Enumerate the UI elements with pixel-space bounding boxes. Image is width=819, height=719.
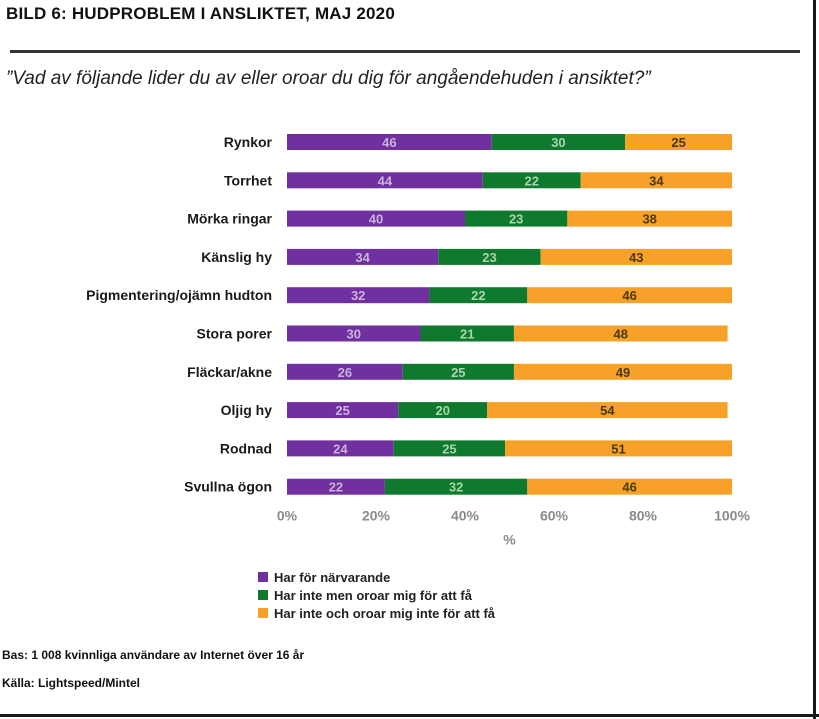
data-label-not-worried: 23	[482, 250, 496, 265]
bar-segment-current	[287, 248, 439, 265]
survey-question: ”Vad av följande lider du av eller oroar…	[6, 68, 651, 89]
legend-label-none: Har inte och oroar mig inte för att få	[274, 605, 496, 621]
data-label-none: 54	[600, 403, 615, 418]
bar-segment-not-worried	[482, 172, 581, 189]
bar-segment-not-worried	[465, 210, 568, 227]
category-label: Stora porer	[197, 326, 273, 342]
data-label-none: 34	[649, 173, 664, 188]
legend-swatch-not-worried	[258, 590, 268, 600]
category-label: Känslig hy	[201, 249, 272, 265]
data-label-none: 49	[616, 365, 630, 380]
data-label-none: 48	[614, 327, 628, 342]
data-label-not-worried: 20	[436, 403, 450, 418]
bar-segment-not-worried	[491, 134, 626, 150]
data-label-current: 22	[329, 480, 343, 495]
bar-segment-none	[625, 134, 732, 150]
legend-label-not-worried: Har inte men oroar mig för att få	[274, 587, 472, 603]
bar-segment-not-worried	[438, 248, 541, 265]
x-tick-label: 20%	[362, 508, 391, 524]
data-label-not-worried: 25	[451, 365, 465, 380]
x-tick-label: 0%	[277, 508, 298, 524]
x-axis-label: %	[503, 532, 516, 548]
frame-border-bottom	[0, 714, 819, 717]
bar-segment-current	[287, 440, 394, 457]
data-label-not-worried: 32	[449, 480, 463, 495]
footnote-base: Bas: 1 008 kvinnliga användare av Intern…	[2, 648, 305, 662]
data-label-none: 43	[629, 250, 643, 265]
bar-segment-not-worried	[420, 325, 514, 342]
legend-swatch-none	[258, 608, 268, 618]
legend-item-not-worried: Har inte men oroar mig för att få	[258, 586, 495, 604]
legend-label-current: Har för närvarande	[274, 569, 391, 585]
bar-segment-none	[513, 363, 732, 380]
data-label-current: 26	[338, 365, 352, 380]
frame-border-right	[813, 0, 816, 719]
data-label-not-worried: 22	[471, 288, 485, 303]
data-label-not-worried: 21	[460, 327, 474, 342]
bar-segment-current	[287, 402, 399, 419]
category-label: Fläckar/akne	[187, 364, 272, 380]
category-label: Torrhet	[224, 172, 272, 188]
bar-segment-none	[527, 287, 732, 304]
data-label-not-worried: 23	[509, 212, 523, 227]
x-tick-label: 60%	[540, 508, 569, 524]
data-label-current: 25	[335, 403, 349, 418]
category-label: Svullna ögon	[184, 479, 272, 495]
bar-segment-not-worried	[398, 402, 488, 419]
chart-legend: Har för närvarande Har inte men oroar mi…	[258, 568, 495, 622]
bar-segment-not-worried	[429, 287, 528, 304]
bar-segment-none	[540, 248, 732, 265]
data-label-not-worried: 22	[525, 173, 539, 188]
data-label-current: 44	[378, 173, 393, 188]
footnote-source: Källa: Lightspeed/Mintel	[2, 676, 141, 690]
bar-segment-not-worried	[384, 478, 528, 495]
data-label-current: 30	[347, 327, 361, 342]
data-label-none: 46	[622, 480, 636, 495]
bar-segment-none	[527, 478, 732, 495]
legend-swatch-current	[258, 572, 268, 582]
data-label-current: 32	[351, 288, 365, 303]
bar-segment-none	[567, 210, 732, 227]
data-label-current: 46	[382, 135, 396, 150]
bar-segment-current	[287, 134, 492, 150]
data-label-current: 34	[355, 250, 370, 265]
data-label-none: 46	[622, 288, 636, 303]
bar-segment-none	[580, 172, 732, 189]
title-divider	[10, 50, 800, 53]
category-label: Rodnad	[220, 440, 272, 456]
x-tick-label: 100%	[714, 508, 750, 524]
bar-segment-current	[287, 325, 421, 342]
x-tick-label: 80%	[629, 508, 658, 524]
data-label-current: 24	[333, 441, 348, 456]
category-label: Pigmentering/ojämn hudton	[86, 287, 272, 303]
bar-segment-none	[487, 402, 728, 419]
category-label: Rynkor	[224, 134, 273, 150]
bar-segment-current	[287, 210, 465, 227]
bar-segment-not-worried	[402, 363, 514, 380]
data-label-not-worried: 25	[442, 441, 456, 456]
bar-segment-current	[287, 287, 430, 304]
bar-segment-current	[287, 363, 403, 380]
legend-item-none: Har inte och oroar mig inte för att få	[258, 604, 495, 622]
category-label: Oljig hy	[221, 402, 273, 418]
category-label: Mörka ringar	[187, 211, 272, 227]
legend-item-current: Har för närvarande	[258, 568, 495, 586]
bar-segment-current	[287, 172, 483, 189]
data-label-none: 25	[671, 135, 685, 150]
bar-segment-none	[505, 440, 732, 457]
data-label-none: 38	[642, 212, 656, 227]
bar-segment-not-worried	[393, 440, 506, 457]
stacked-bar-chart: Rynkor 46 30 25 Torrhet 44 22 34 Mörka ringar 40 2…	[86, 134, 750, 548]
data-label-current: 40	[369, 212, 383, 227]
bar-segment-current	[287, 478, 385, 495]
bar-segment-none	[513, 325, 728, 342]
data-label-not-worried: 30	[551, 135, 565, 150]
x-tick-label: 40%	[451, 508, 480, 524]
data-label-none: 51	[611, 441, 625, 456]
figure-title: BILD 6: HUDPROBLEM I ANSLIKTET, MAJ 2020	[6, 4, 395, 23]
